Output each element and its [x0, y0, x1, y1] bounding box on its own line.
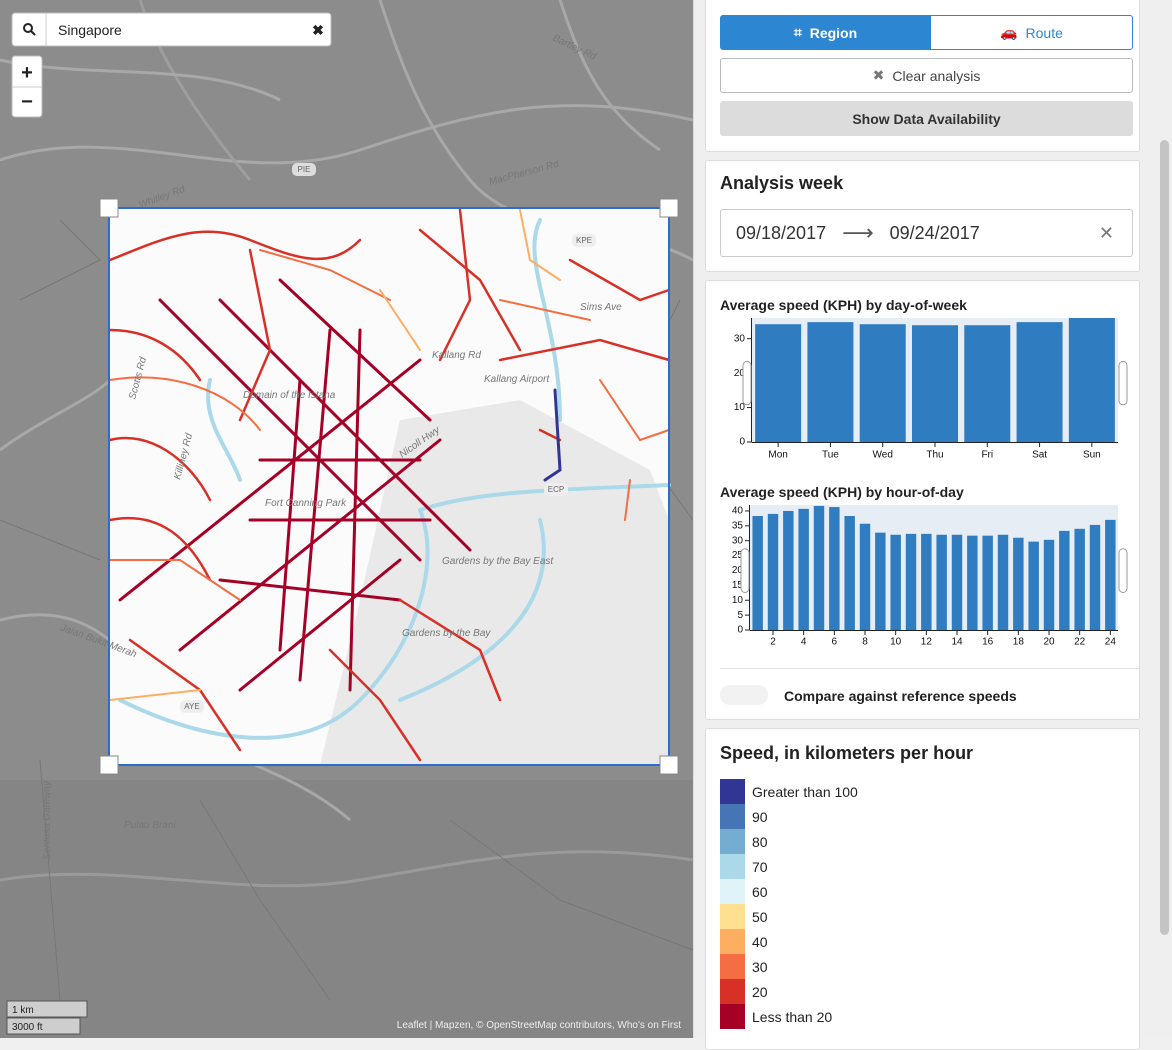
- map-label: Pulau Brani: [124, 820, 176, 831]
- legend-swatch: [720, 904, 745, 929]
- scrollbar[interactable]: [1160, 140, 1169, 935]
- search-box[interactable]: Singapore ✖: [11, 12, 332, 47]
- search-field[interactable]: [11, 12, 332, 47]
- legend-swatch: [720, 829, 745, 854]
- map-label: Gardens by the Bay: [402, 628, 491, 639]
- legend-label: 50: [752, 908, 768, 925]
- legend-label: Less than 20: [752, 1008, 833, 1025]
- legend-label: 70: [752, 858, 768, 875]
- legend-item: 80: [720, 829, 768, 854]
- search-icon[interactable]: [23, 23, 33, 33]
- legend-item: 90: [720, 804, 768, 829]
- road-shields: PIE KPE ECP AYE: [180, 163, 596, 713]
- legend-label: 30: [752, 958, 768, 975]
- map-land-reclaimed: [320, 400, 669, 765]
- map-label: Gardens by the Bay East: [442, 556, 554, 567]
- legend-label: 60: [752, 883, 768, 900]
- region-border: [108, 207, 670, 766]
- availability-button[interactable]: Show Data Availability: [720, 101, 1133, 136]
- zoom-control[interactable]: + −: [11, 55, 43, 118]
- legend-label: 80: [752, 833, 768, 850]
- legend-swatch: [720, 954, 745, 979]
- legend-swatch: [720, 854, 745, 879]
- attribution[interactable]: Leaflet | Mapzen, © OpenStreetMap contri…: [397, 1020, 681, 1031]
- map-label: Fort Canning Park: [265, 498, 347, 509]
- search-query[interactable]: Singapore: [58, 22, 122, 38]
- scale-imperial: 3000 ft: [12, 1022, 43, 1033]
- analysis-mode-card: ⌗ Region 🚗 Route ✖ Clear analysis Show Data…: [705, 0, 1140, 152]
- map-label: Domain of the Istana: [243, 390, 336, 401]
- legend-swatch: [720, 929, 745, 954]
- legend-item: 50: [720, 904, 768, 929]
- legend-swatch: [720, 1004, 745, 1029]
- resize-handle[interactable]: [99, 755, 119, 775]
- week-title: Analysis week: [720, 173, 844, 193]
- clear-label: Clear analysis: [892, 67, 981, 84]
- region-button[interactable]: ⌗ Region: [720, 15, 931, 50]
- legend-swatch: [720, 804, 745, 829]
- map-label: Kallang Rd: [432, 350, 481, 361]
- map-label: Kallang Airport: [484, 374, 550, 385]
- map[interactable]: Domain of the Istana Fort Canning Park G…: [0, 0, 693, 1038]
- legend-item: Greater than 100: [720, 779, 858, 804]
- scale-metric: 1 km: [12, 1005, 34, 1016]
- road-shield: ECP: [548, 485, 564, 494]
- map-water: [0, 780, 693, 1038]
- road-shield: AYE: [184, 702, 199, 711]
- legend-label: 20: [752, 983, 768, 1000]
- clear-button[interactable]: ✖ Clear analysis: [720, 58, 1133, 93]
- date-clear[interactable]: ✕: [1098, 222, 1114, 243]
- compare-toggle[interactable]: [720, 685, 768, 705]
- legend-swatch: [720, 779, 745, 804]
- chart-title: Average speed (KPH) by hour-of-day: [720, 484, 964, 500]
- resize-handle[interactable]: [659, 755, 679, 775]
- date-range-input[interactable]: 09/18/2017 ⟶ 09/24/2017 ✕: [720, 209, 1133, 257]
- legend-item: 30: [720, 954, 768, 979]
- route-button[interactable]: 🚗 Route: [930, 15, 1133, 50]
- legend-card: Speed, in kilometers per hour Greater th…: [705, 728, 1140, 1050]
- region-handles[interactable]: [99, 198, 679, 775]
- start-date[interactable]: 09/18/2017: [736, 222, 827, 243]
- charts-card: Average speed (KPH) by day-of-week Avera…: [705, 280, 1140, 720]
- legend-item: 20: [720, 979, 768, 1004]
- search-clear[interactable]: ✖: [312, 22, 324, 38]
- legend-label: 90: [752, 808, 768, 825]
- route-label: Route: [1025, 24, 1063, 41]
- road-shield: PIE: [298, 165, 311, 174]
- map-label: Sentosa Gateway: [42, 780, 53, 860]
- zoom-out[interactable]: −: [21, 91, 33, 113]
- legend-item: 60: [720, 879, 768, 904]
- legend-item: 70: [720, 854, 768, 879]
- availability-label: Show Data Availability: [852, 110, 1001, 127]
- end-date[interactable]: 09/24/2017: [889, 222, 980, 243]
- legend-item: Less than 20: [720, 1004, 832, 1029]
- map-label: Sims Ave: [580, 302, 622, 313]
- legend-label: Greater than 100: [752, 783, 858, 800]
- legend-swatch: [720, 979, 745, 1004]
- chart-title: Average speed (KPH) by day-of-week: [720, 297, 967, 313]
- zoom-in[interactable]: +: [21, 62, 33, 84]
- legend-title: Speed, in kilometers per hour: [720, 743, 974, 763]
- speed-roads: [108, 208, 671, 762]
- scale-bar: 1 km 3000 ft: [6, 1000, 88, 1035]
- resize-handle[interactable]: [99, 198, 119, 218]
- compare-label[interactable]: Compare against reference speeds: [784, 688, 1017, 704]
- resize-handle[interactable]: [659, 198, 679, 218]
- legend-item: 40: [720, 929, 768, 954]
- legend-swatch: [720, 879, 745, 904]
- region-label: Region: [809, 24, 858, 41]
- legend-label: 40: [752, 933, 768, 950]
- road-shield: KPE: [576, 236, 592, 245]
- side-panel: ⌗ Region 🚗 Route ✖ Clear analysis Show Data…: [693, 0, 1172, 1050]
- week-card: Analysis week 09/18/2017 ⟶ 09/24/2017 ✕: [705, 160, 1140, 272]
